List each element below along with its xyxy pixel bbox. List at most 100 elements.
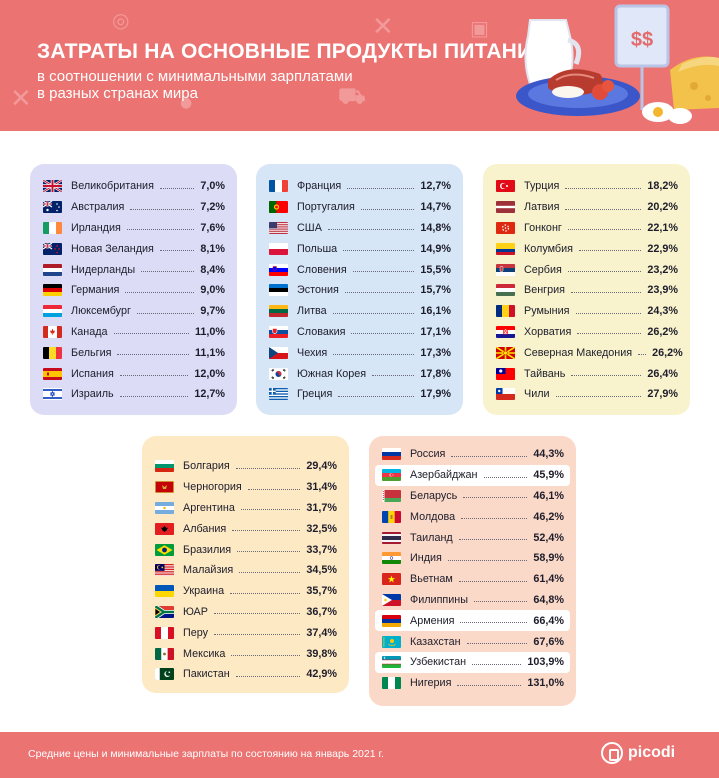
country-name: Словения [297,263,347,276]
flag-az-icon [382,469,401,482]
country-row: Беларусь 46,1% [369,486,576,507]
country-value: 7,2% [200,201,225,214]
country-name: Чили [524,388,550,401]
country-value: 34,5% [306,564,337,577]
flag-md-icon [382,510,401,523]
country-name: Гонконг [524,221,562,234]
dot-leader [466,643,528,645]
picodi-logo: picodi [601,742,675,764]
flag-cz-icon [269,346,288,359]
dot-leader [240,509,301,511]
country-name: Филиппины [410,593,469,606]
flag-tw-icon [496,367,515,380]
country-value: 46,2% [533,510,564,523]
country-name: Германия [71,284,120,297]
country-name: Нигерия [410,677,452,690]
country-value: 33,7% [306,543,337,556]
flag-ru-icon [382,448,401,461]
country-name: Ирландия [71,221,121,234]
country-name: Вьетнам [410,573,453,586]
country-name: Колумбия [524,242,573,255]
country-row: Испания 12,0% [30,363,237,384]
country-row: Армения 66,4% [375,610,570,632]
country-row: Польша 14,9% [256,238,463,259]
country-name: Таиланд [410,531,453,544]
flag-rs-icon [496,263,515,276]
flag-kr-icon [269,367,288,380]
country-row: Словения 15,5% [256,259,463,280]
dot-leader [360,208,415,210]
flag-nz-icon [43,242,62,255]
dot-leader [141,271,195,273]
dot-leader [565,187,642,189]
country-value: 31,7% [306,501,337,514]
country-value: 15,7% [420,284,451,297]
flag-ee-icon [269,284,288,297]
country-row: Болгария 29,4% [142,456,349,477]
dot-leader [230,592,301,594]
flag-fr-icon [269,180,288,193]
dot-leader [117,354,189,356]
country-row: Великобритания 7,0% [30,176,237,197]
dot-leader [327,229,415,231]
country-row: Пакистан 42,9% [142,664,349,685]
country-value: 12,7% [194,388,225,401]
decor-cart-icon: ⛟ [338,84,366,109]
country-name: Португалия [297,201,355,214]
country-value: 103,9% [527,656,564,669]
country-value: 32,5% [306,522,337,535]
country-value: 7,0% [200,180,225,193]
dot-leader [126,229,195,231]
flag-uz-icon [382,656,401,669]
flag-ro-icon [496,305,515,318]
country-row: Черногория 31,4% [142,477,349,498]
flag-co-icon [496,242,515,255]
country-value: 9,7% [200,305,225,318]
flag-mk-icon [496,346,515,359]
country-value: 35,7% [306,585,337,598]
country-row: Россия 44,3% [369,444,576,465]
country-name: Польша [297,242,338,255]
country-value: 18,2% [647,180,678,193]
dot-leader [638,354,647,356]
country-row: Бразилия 33,7% [142,539,349,560]
flag-de-icon [43,284,62,297]
flag-ie-icon [43,221,62,234]
country-name: Азербайджан [410,469,478,482]
country-row: Филиппины 64,8% [369,590,576,611]
country-row: Молдова 46,2% [369,506,576,527]
dot-leader [235,675,301,677]
country-row: Франция 12,7% [256,176,463,197]
dot-leader [344,291,415,293]
dot-leader [213,613,301,615]
group-rows: Франция 12,7% Португалия 14,7% США 14,8% Польш… [256,176,463,405]
country-name: Чехия [297,346,328,359]
country-value: 58,9% [533,552,564,565]
dot-leader [343,250,415,252]
country-row: Индия 58,9% [369,548,576,569]
flag-hr-icon [496,325,515,338]
country-row: Украина 35,7% [142,581,349,602]
country-value: 52,4% [533,531,564,544]
country-name: Молдова [410,510,456,523]
flag-in-icon [382,552,401,565]
footnote: Средние цены и минимальные зарплаты по с… [28,748,384,760]
dot-leader [338,395,415,397]
country-row: Люксембург 9,7% [30,301,237,322]
dot-leader [130,208,195,210]
country-value: 15,5% [420,263,451,276]
flag-gb-icon [43,180,62,193]
dot-leader [159,250,195,252]
country-value: 9,0% [200,284,225,297]
dot-leader [474,601,528,603]
country-value: 37,4% [306,626,337,639]
dot-leader [239,571,301,573]
dot-leader [567,229,642,231]
dot-leader [136,312,195,314]
country-card-2: Франция 12,7% Португалия 14,7% США 14,8% Польш… [256,164,463,415]
country-name: Аргентина [183,501,235,514]
flag-my-icon [155,564,174,577]
country-value: 20,2% [647,201,678,214]
country-value: 14,8% [420,221,451,234]
decor-cross-icon: ✕ [372,12,394,42]
